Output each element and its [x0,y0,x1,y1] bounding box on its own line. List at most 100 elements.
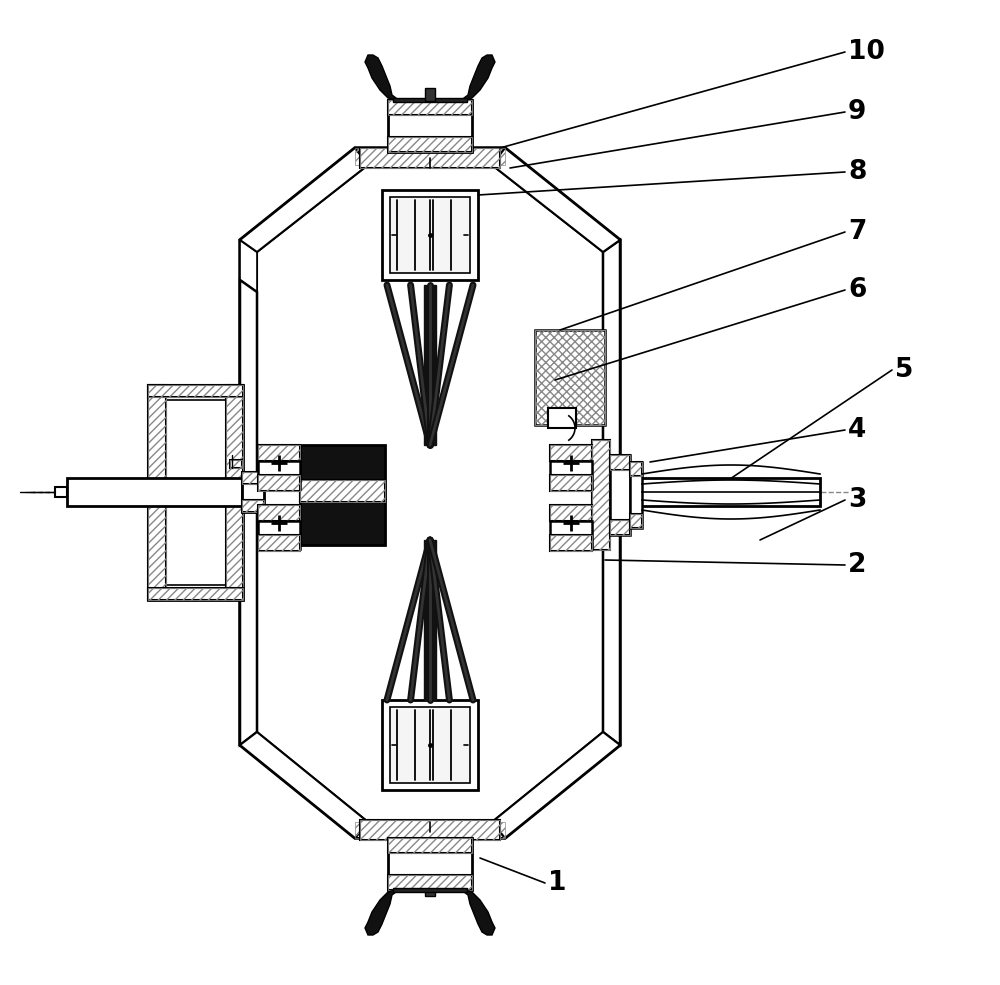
Bar [550,445,592,461]
Bar [550,461,592,489]
Bar [535,330,605,425]
Bar [425,890,435,896]
Bar [388,838,472,853]
Bar [550,521,592,549]
Bar [550,535,592,551]
Bar [390,197,470,273]
Bar [610,520,630,535]
Bar [388,137,472,152]
Bar [258,505,300,521]
Bar [630,462,642,476]
Bar [388,875,472,890]
Bar [148,385,243,397]
Bar [388,137,472,152]
Bar [382,700,478,790]
Bar [388,838,472,853]
Bar [300,480,385,502]
Bar [242,500,264,512]
Polygon shape [365,55,396,100]
Bar [258,535,300,551]
Bar [360,820,500,840]
Text: 3: 3 [848,487,866,513]
Bar [242,500,264,512]
Text: 4: 4 [848,417,866,443]
Polygon shape [464,890,495,935]
Bar [300,445,385,545]
Polygon shape [240,732,368,838]
Bar [258,475,300,491]
Bar [258,445,300,461]
Bar [592,440,610,550]
Bar [148,385,166,600]
Bar [382,190,478,280]
Bar [630,462,642,476]
Bar [242,472,264,484]
Bar [592,440,610,550]
Bar [550,475,592,491]
Bar [258,445,300,461]
Bar [550,535,592,551]
Bar [388,100,472,115]
Bar [258,505,300,521]
Bar [393,98,467,102]
Bar [610,455,630,470]
Bar [610,455,630,535]
Bar [390,707,470,783]
Bar [226,385,243,600]
Bar [630,514,642,528]
Polygon shape [365,890,396,935]
Bar [226,385,243,600]
Polygon shape [240,280,257,745]
Bar [610,520,630,535]
Bar [535,330,605,425]
Bar [388,838,472,890]
Bar [360,820,500,840]
Bar [360,148,500,168]
Bar [242,472,264,484]
Bar [630,462,642,528]
Bar [548,408,576,428]
Bar [300,480,385,502]
Bar [258,521,300,549]
Bar [600,478,820,506]
Bar [148,385,166,600]
Bar [242,472,264,512]
Polygon shape [492,732,620,838]
Bar [300,480,385,502]
Polygon shape [240,148,620,838]
Bar [230,460,242,468]
Bar [148,385,243,397]
Text: 6: 6 [848,277,866,303]
Bar [550,475,592,491]
Text: 10: 10 [848,39,885,65]
Text: 2: 2 [848,552,866,578]
Bar [258,461,300,489]
Polygon shape [603,240,620,745]
Bar [55,487,67,497]
Bar [230,460,242,468]
Bar [388,100,472,115]
Bar [610,455,630,470]
Polygon shape [257,165,603,822]
Text: 5: 5 [895,357,913,383]
Bar [550,505,592,521]
Bar [550,445,592,461]
Bar [424,540,436,700]
Polygon shape [464,55,495,100]
Polygon shape [240,240,257,292]
Bar [355,822,505,838]
Bar [148,588,243,600]
Bar [388,100,472,152]
Bar [148,385,243,600]
Polygon shape [240,148,368,252]
Bar [425,88,435,101]
Text: 9: 9 [848,99,866,125]
Text: 7: 7 [848,219,866,245]
Bar [148,588,243,600]
Bar [166,400,226,585]
Bar [630,514,642,528]
Bar [550,505,592,521]
Text: 8: 8 [848,159,866,185]
Bar [258,475,300,491]
Polygon shape [492,148,620,252]
